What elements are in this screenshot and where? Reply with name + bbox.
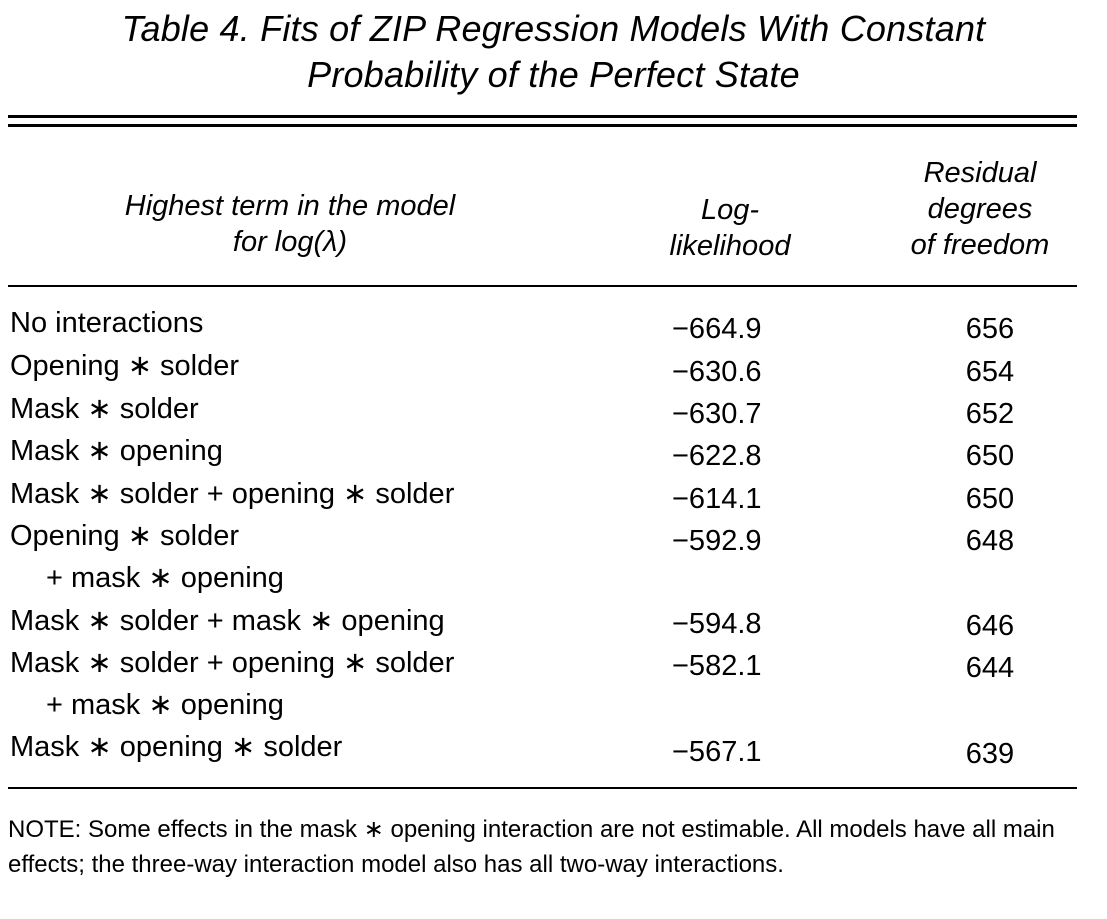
bottom-rule: [8, 787, 1077, 789]
row-label: Mask ∗ solder + opening ∗ solder: [10, 647, 455, 679]
header-residual-df: Residual degrees of freedom: [880, 155, 1080, 263]
row-df: 639: [965, 738, 1015, 770]
row-loglikelihood: −664.9: [672, 313, 762, 345]
row-label-continuation: + mask ∗ opening: [46, 562, 284, 594]
row-df: 652: [965, 398, 1015, 430]
row-label: Mask ∗ solder + mask ∗ opening: [10, 605, 445, 637]
row-loglikelihood: −630.7: [672, 398, 762, 430]
row-label: No interactions: [10, 307, 204, 339]
table-note: NOTE: Some effects in the mask ∗ opening…: [8, 816, 1055, 878]
row-df: 656: [965, 313, 1015, 345]
row-df: 646: [965, 610, 1015, 642]
header-log-likelihood-line1: Log-: [700, 194, 760, 226]
header-residual-df-line3: of freedom: [910, 229, 1050, 261]
header-residual-df-line2: degrees: [927, 193, 1033, 225]
header-rule: [8, 285, 1077, 287]
header-residual-df-line1: Residual: [923, 157, 1037, 189]
row-label: Mask ∗ solder + opening ∗ solder: [10, 478, 455, 510]
row-loglikelihood: −614.1: [672, 483, 762, 515]
row-loglikelihood: −630.6: [672, 356, 762, 388]
row-df: 650: [965, 483, 1015, 515]
row-df: 654: [965, 356, 1015, 388]
table-title-line1: Table 4. Fits of ZIP Regression Models W…: [121, 8, 986, 49]
row-loglikelihood: −592.9: [672, 525, 762, 557]
row-df: 650: [965, 440, 1015, 472]
header-highest-term: Highest term in the model for log(λ): [40, 188, 540, 260]
row-label: Opening ∗ solder: [10, 350, 240, 382]
row-loglikelihood: −582.1: [672, 650, 762, 682]
row-loglikelihood: −622.8: [672, 440, 762, 472]
row-df: 648: [965, 525, 1015, 557]
row-label: Mask ∗ opening: [10, 435, 223, 467]
row-loglikelihood: −567.1: [672, 736, 762, 768]
header-highest-term-line2: for log(λ): [232, 226, 348, 258]
row-label-continuation: + mask ∗ opening: [46, 689, 284, 721]
row-label: Mask ∗ solder: [10, 393, 199, 425]
table-title: Table 4. Fits of ZIP Regression Models W…: [0, 6, 1107, 98]
top-rule-1: [8, 115, 1077, 118]
table-title-line2: Probability of the Perfect State: [307, 54, 800, 95]
row-label: Opening ∗ solder: [10, 520, 240, 552]
row-df: 644: [965, 652, 1015, 684]
header-log-likelihood: Log- likelihood: [630, 192, 830, 264]
header-log-likelihood-line2: likelihood: [669, 230, 791, 262]
row-label: Mask ∗ opening ∗ solder: [10, 731, 343, 763]
header-highest-term-line1: Highest term in the model: [124, 190, 456, 222]
row-loglikelihood: −594.8: [672, 608, 762, 640]
top-rule-2: [8, 124, 1077, 127]
